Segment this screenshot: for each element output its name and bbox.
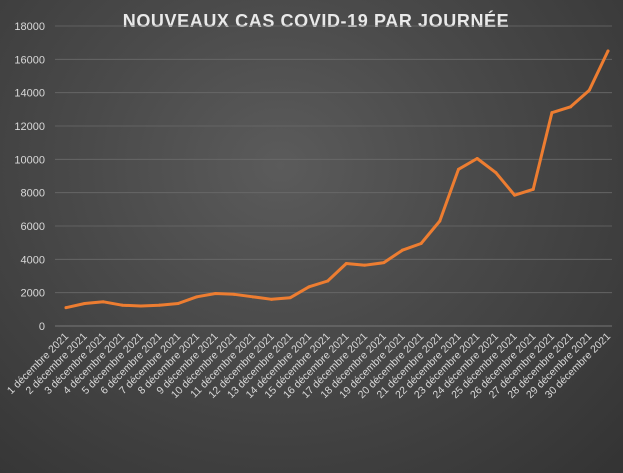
data-point (494, 171, 498, 175)
data-point (438, 219, 442, 223)
data-point (214, 292, 218, 295)
y-tick-label: 14000 (14, 88, 45, 100)
y-tick-label: 8000 (21, 188, 45, 200)
data-point (475, 157, 479, 160)
y-tick-label: 18000 (14, 21, 45, 33)
data-point (139, 304, 143, 308)
series-line-group (64, 49, 610, 310)
data-point (606, 49, 610, 53)
series-line (64, 49, 610, 310)
data-point (326, 279, 330, 283)
chart-title: NOUVEAUX CAS COVID-19 PAR JOURNÉE (123, 10, 510, 31)
data-point (270, 297, 274, 301)
y-tick-label: 16000 (14, 54, 45, 66)
data-point (101, 300, 105, 304)
gridlines (55, 25, 612, 327)
y-tick-label: 12000 (14, 121, 45, 133)
y-tick-label: 6000 (21, 221, 45, 233)
data-point (400, 248, 404, 252)
y-tick-label: 4000 (21, 254, 45, 266)
data-point (157, 303, 161, 307)
data-point (83, 302, 87, 305)
data-point (382, 261, 386, 265)
data-point (550, 111, 554, 115)
data-point (120, 303, 124, 307)
data-point (513, 193, 517, 197)
y-tick-label: 0 (39, 321, 45, 333)
data-point (587, 88, 591, 92)
y-tick-label: 2000 (21, 288, 45, 300)
data-point (419, 242, 423, 245)
data-point (64, 306, 68, 310)
data-point (251, 295, 255, 299)
data-point (176, 302, 180, 305)
data-point (456, 167, 460, 171)
data-point (531, 187, 535, 191)
data-point (232, 292, 236, 296)
data-point (307, 285, 311, 289)
data-point (363, 263, 367, 267)
y-tick-label: 10000 (14, 154, 45, 166)
y-axis-ticks: 0 2000 4000 6000 8000 10000 12000 14000 16000 180… (14, 21, 45, 333)
data-point (195, 295, 199, 299)
data-point (288, 296, 292, 300)
data-point (344, 262, 348, 265)
data-point (569, 105, 573, 109)
